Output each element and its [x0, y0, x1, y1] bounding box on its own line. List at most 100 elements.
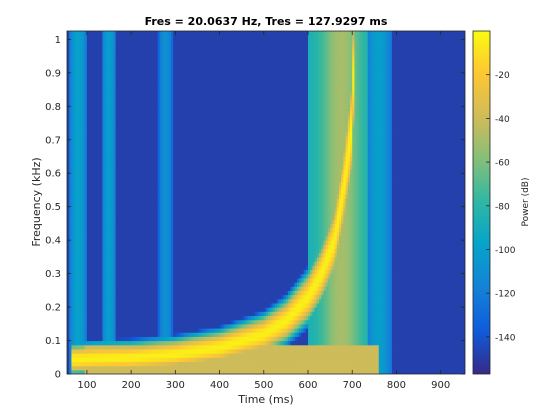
heatmap-cell: [106, 81, 110, 86]
heatmap-cell: [97, 43, 101, 49]
heatmap-cell: [67, 35, 70, 40]
heatmap-cell: [73, 336, 77, 342]
heatmap-cell: [69, 89, 73, 95]
heatmap-cell: [80, 315, 84, 321]
heatmap-cell: [95, 194, 99, 199]
heatmap-cell: [111, 77, 115, 82]
heatmap-cell: [89, 89, 92, 95]
heatmap-cell: [67, 156, 70, 162]
heatmap-cell: [91, 47, 95, 53]
heatmap-cell: [80, 206, 84, 212]
heatmap-cell: [109, 114, 112, 120]
heatmap-cell: [67, 315, 70, 321]
heatmap-cell: [80, 127, 84, 132]
heatmap-cell: [102, 235, 106, 241]
heatmap-cell: [109, 307, 112, 312]
heatmap-cell: [71, 294, 75, 300]
heatmap-cell: [84, 323, 88, 329]
heatmap-cell: [113, 35, 117, 40]
heatmap-cell: [78, 110, 81, 116]
heatmap-cell: [89, 102, 92, 107]
heatmap-cell: [89, 85, 92, 91]
heatmap-cell: [86, 277, 90, 283]
heatmap-cell: [71, 127, 75, 132]
heatmap-cell: [71, 51, 75, 57]
heatmap-cell: [115, 361, 119, 367]
heatmap-cell: [115, 185, 119, 191]
heatmap-cell: [95, 294, 99, 300]
heatmap-cell: [109, 123, 112, 128]
heatmap-cell: [82, 77, 86, 82]
heatmap-cell: [109, 302, 112, 308]
heatmap-cell: [91, 160, 95, 166]
heatmap-cell: [97, 47, 101, 53]
heatmap-cell: [104, 235, 108, 241]
heatmap-cell: [106, 206, 110, 212]
heatmap-cell: [106, 127, 110, 132]
heatmap-cell: [80, 102, 84, 107]
heatmap-cell: [89, 135, 92, 141]
heatmap-cell: [75, 64, 79, 70]
heatmap-cell: [75, 290, 79, 296]
heatmap-cell: [67, 114, 70, 120]
heatmap-cell: [86, 51, 90, 57]
heatmap-cell: [106, 252, 110, 258]
heatmap-cell: [84, 181, 88, 187]
heatmap-cell: [73, 39, 77, 45]
heatmap-cell: [84, 361, 88, 367]
heatmap-cell: [102, 244, 106, 250]
heatmap-cell: [111, 248, 115, 254]
heatmap-cell: [91, 139, 95, 145]
heatmap-cell: [93, 353, 97, 358]
heatmap-cell: [106, 269, 110, 275]
heatmap-cell: [75, 148, 79, 153]
heatmap-cell: [104, 277, 108, 283]
heatmap-cell: [104, 143, 108, 149]
heatmap-cell: [104, 77, 108, 82]
heatmap-cell: [80, 227, 84, 233]
heatmap-cell: [75, 223, 79, 229]
heatmap-cell: [115, 148, 119, 153]
heatmap-cell: [95, 164, 99, 170]
heatmap-cell: [84, 156, 88, 162]
heatmap-cell: [104, 198, 108, 204]
heatmap-cell: [91, 265, 95, 271]
heatmap-cell: [78, 256, 81, 262]
heatmap-cell: [75, 110, 79, 116]
heatmap-cell: [106, 97, 110, 103]
heatmap-cell: [102, 123, 106, 128]
heatmap-cell: [78, 189, 81, 195]
heatmap-cell: [93, 244, 97, 250]
heatmap-cell: [93, 223, 97, 229]
heatmap-cell: [78, 231, 81, 237]
heatmap-cell: [78, 169, 81, 174]
heatmap-cell: [106, 135, 110, 141]
heatmap-cell: [75, 139, 79, 145]
heatmap-cell: [115, 248, 119, 254]
heatmap-cell: [93, 332, 97, 337]
heatmap-cell: [97, 248, 101, 254]
heatmap-cell: [80, 173, 84, 178]
heatmap-cell: [86, 181, 90, 187]
heatmap-cell: [97, 169, 101, 174]
heatmap-cell: [95, 110, 99, 116]
heatmap-cell: [86, 210, 90, 216]
heatmap-cell: [113, 114, 117, 120]
heatmap-cell: [67, 265, 70, 271]
heatmap-cell: [111, 194, 115, 199]
heatmap-cell: [67, 64, 70, 70]
heatmap-cell: [104, 148, 108, 153]
heatmap-cell: [86, 169, 90, 174]
heatmap-cell: [102, 152, 106, 158]
heatmap-cell: [100, 127, 103, 132]
heatmap-cell: [84, 252, 88, 258]
heatmap-cell: [104, 127, 108, 132]
heatmap-cell: [115, 348, 119, 354]
heatmap-cell: [106, 210, 110, 216]
heatmap-cell: [86, 60, 90, 66]
heatmap-cell: [95, 169, 99, 174]
heatmap-cell: [75, 77, 79, 82]
heatmap-cell: [91, 85, 95, 91]
heatmap-cell: [111, 110, 115, 116]
heatmap-cell: [113, 31, 117, 36]
